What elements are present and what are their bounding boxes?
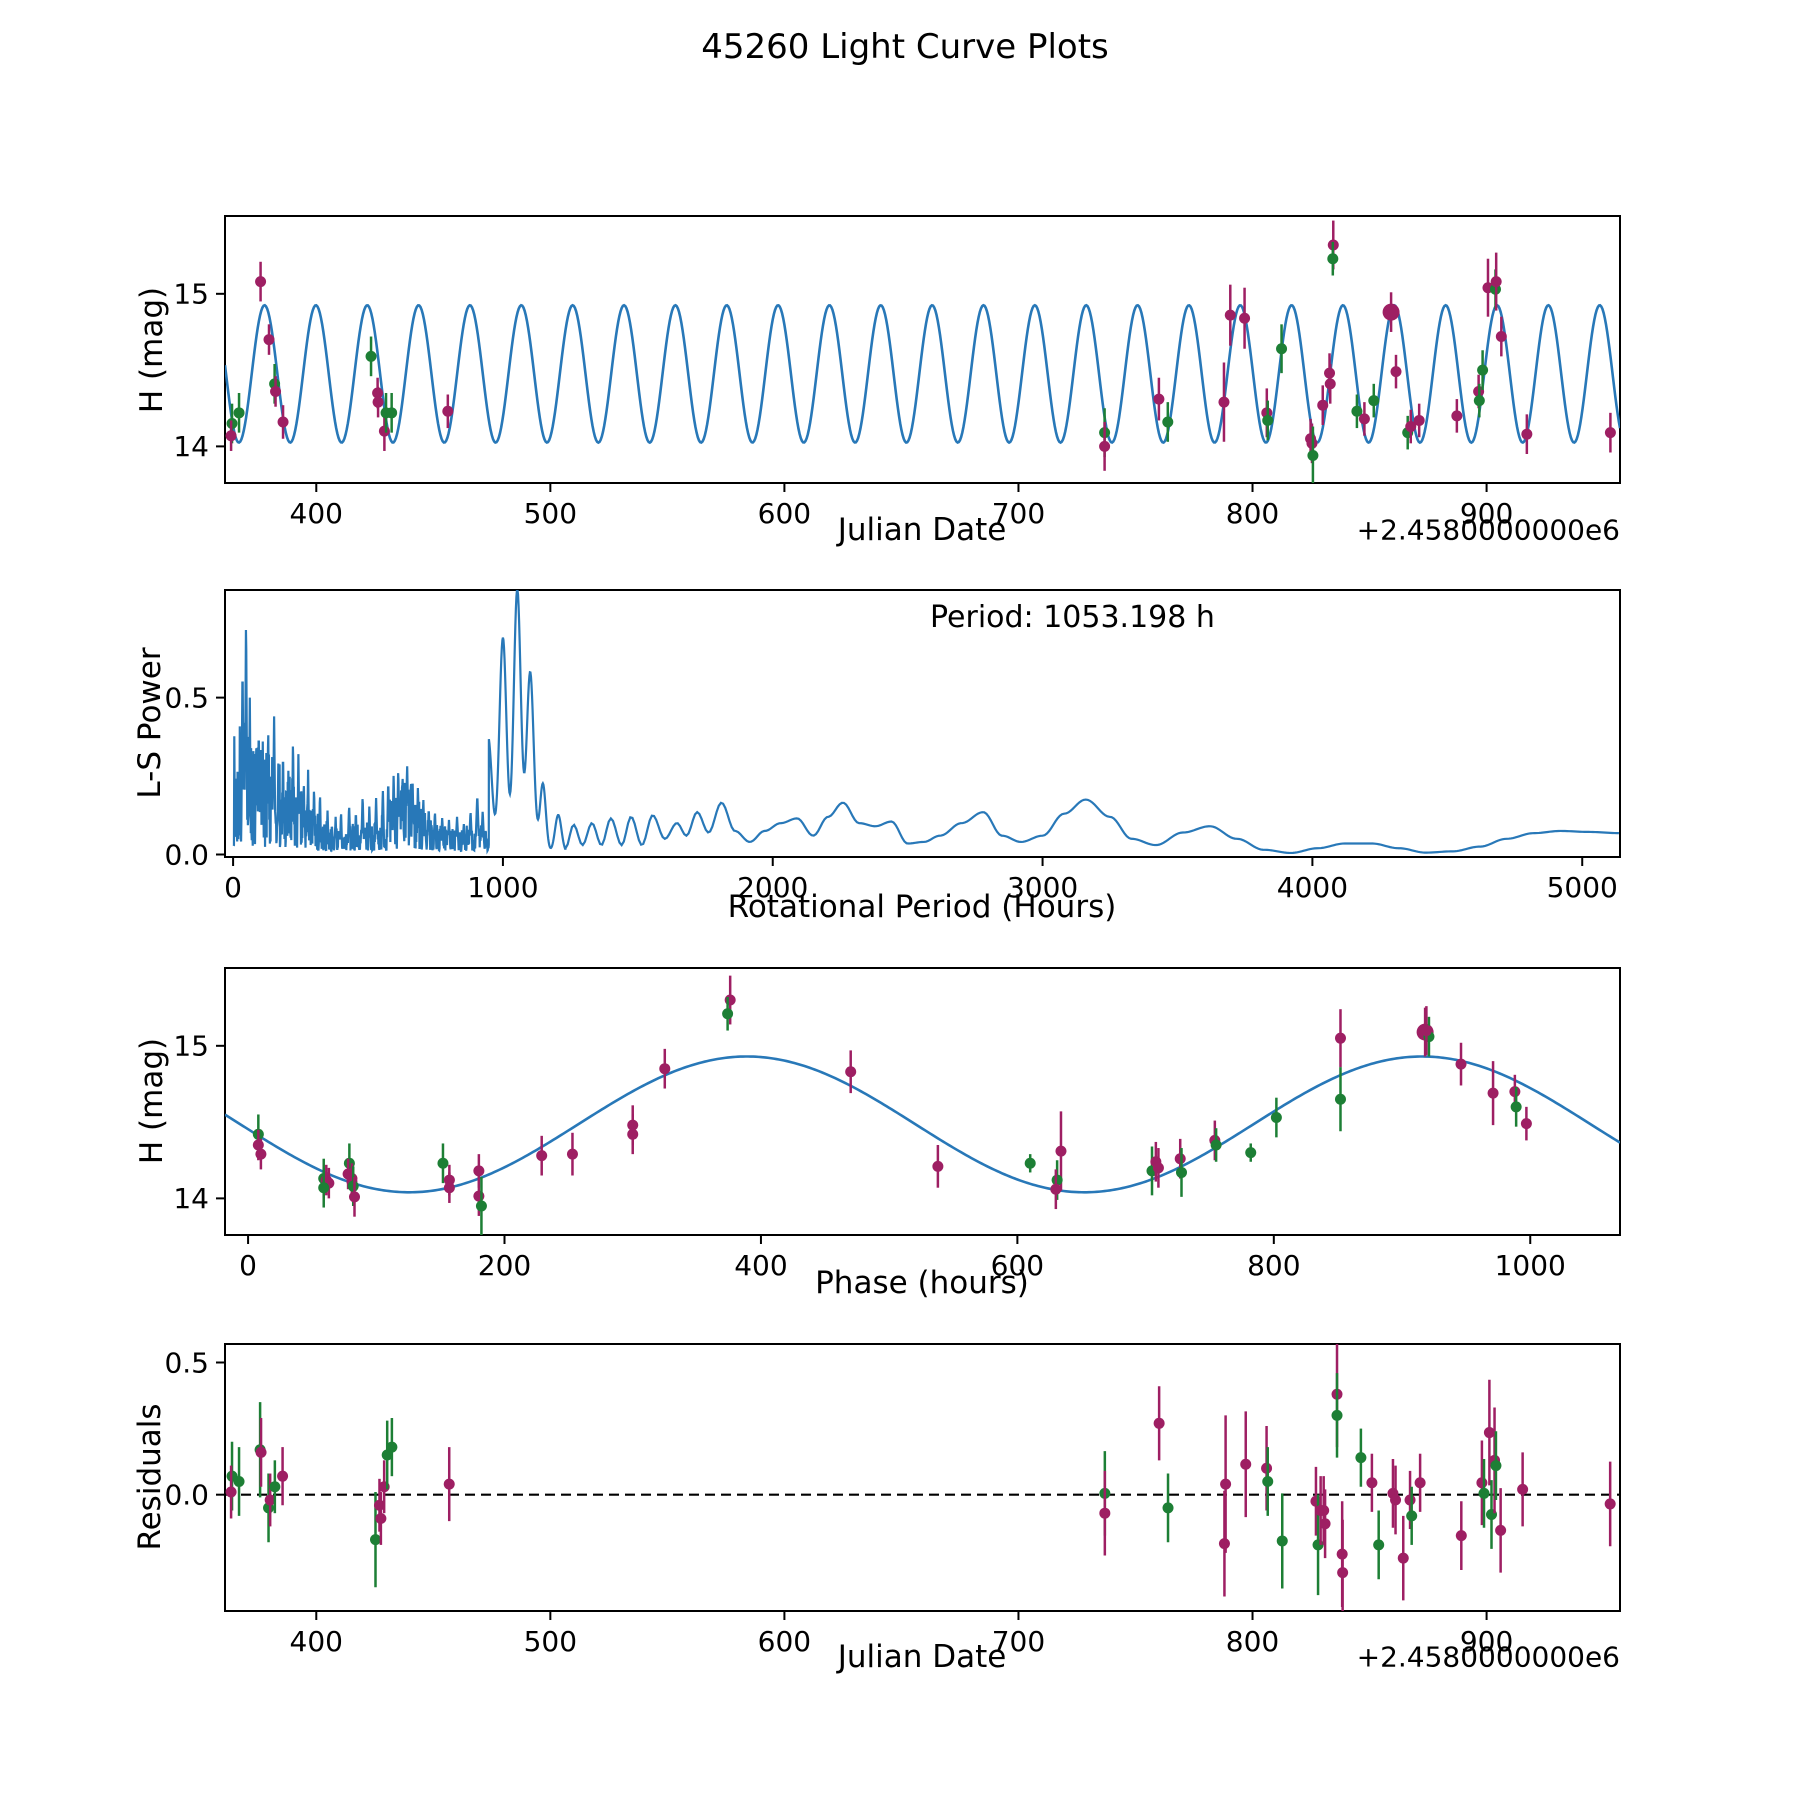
periodogram-y-axis-label: L-S Power: [132, 647, 168, 799]
phase-y-axis-label: H (mag): [134, 1037, 170, 1165]
best-period-annotation: Period: 1053.198 h: [930, 600, 1215, 635]
svg-text:4000: 4000: [1277, 871, 1348, 904]
svg-text:500: 500: [524, 497, 577, 530]
phase-x-axis-label: Phase (hours): [815, 1265, 1029, 1301]
svg-text:0: 0: [239, 1249, 257, 1282]
svg-text:400: 400: [290, 497, 343, 530]
svg-text:700: 700: [992, 497, 1045, 530]
svg-text:800: 800: [1247, 1249, 1300, 1282]
svg-text:200: 200: [478, 1249, 531, 1282]
figure-title: 45260 Light Curve Plots: [701, 27, 1109, 67]
svg-text:800: 800: [1226, 1625, 1279, 1658]
svg-text:1000: 1000: [1495, 1249, 1566, 1282]
lightcurve-y-axis-label: H (mag): [134, 286, 170, 414]
svg-text:1000: 1000: [467, 871, 538, 904]
svg-text:0.5: 0.5: [164, 1346, 209, 1379]
lightcurve-x-axis-label: Julian Date: [837, 512, 1007, 548]
svg-text:400: 400: [290, 1625, 343, 1658]
svg-text:14: 14: [173, 430, 209, 463]
svg-text:900: 900: [1460, 1625, 1513, 1658]
svg-text:800: 800: [1226, 497, 1279, 530]
svg-text:400: 400: [734, 1249, 787, 1282]
svg-text:700: 700: [992, 1625, 1045, 1658]
svg-text:15: 15: [173, 1030, 209, 1063]
svg-text:5000: 5000: [1547, 871, 1618, 904]
svg-text:0: 0: [224, 871, 242, 904]
lightcurve-x-offset-text: +2.4580000000e6: [1356, 513, 1620, 547]
periodogram-x-axis-label: Rotational Period (Hours): [727, 889, 1117, 925]
svg-text:0.5: 0.5: [164, 681, 209, 714]
residuals-y-axis-label: Residuals: [132, 1403, 168, 1551]
svg-text:600: 600: [991, 1249, 1044, 1282]
svg-text:500: 500: [524, 1625, 577, 1658]
residuals-x-axis-label: Julian Date: [837, 1639, 1007, 1675]
svg-text:600: 600: [758, 497, 811, 530]
svg-text:600: 600: [758, 1625, 811, 1658]
svg-text:14: 14: [173, 1182, 209, 1215]
svg-text:900: 900: [1460, 497, 1513, 530]
residuals-x-offset-text: +2.4580000000e6: [1356, 1640, 1620, 1674]
svg-text:3000: 3000: [1007, 871, 1078, 904]
svg-text:15: 15: [173, 278, 209, 311]
svg-text:0.0: 0.0: [164, 1478, 209, 1511]
svg-text:2000: 2000: [737, 871, 808, 904]
svg-text:0.0: 0.0: [164, 838, 209, 871]
